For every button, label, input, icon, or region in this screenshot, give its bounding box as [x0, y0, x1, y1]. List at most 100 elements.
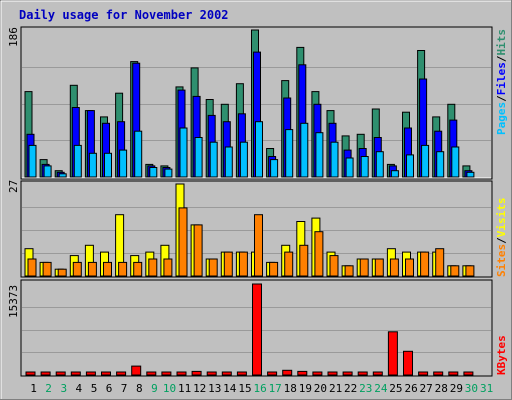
pages-bar-28: [436, 151, 445, 178]
pages-bar-17: [270, 159, 279, 178]
pages-bar-6: [104, 152, 112, 178]
x-label-14: 14: [223, 382, 237, 395]
x-label-25: 25: [389, 382, 402, 395]
kbytes-bar-18: [282, 369, 293, 376]
sites-bar-10: [163, 258, 173, 277]
kbytes-bar-4: [70, 371, 81, 376]
x-label-12: 12: [193, 382, 206, 395]
pages-bar-9: [149, 167, 158, 178]
pages-bar-25: [390, 170, 399, 178]
kbytes-bar-2: [40, 371, 51, 376]
x-label-16: 16: [253, 382, 266, 395]
sites-bar-8: [133, 261, 143, 277]
kbytes-bar-16: [252, 283, 262, 376]
pages-bar-3: [58, 173, 67, 178]
kbytes-bar-22: [342, 371, 353, 376]
pages-bar-21: [330, 141, 339, 178]
legend-sep-1: /: [495, 95, 508, 102]
x-label-23: 23: [359, 382, 372, 395]
pages-bar-13: [209, 141, 218, 178]
kbytes-bar-6: [101, 371, 111, 376]
pages-bar-4: [73, 144, 82, 178]
sites-bar-4: [72, 261, 82, 277]
requests-legend: Pages/Files/Hits: [495, 29, 508, 135]
x-label-11: 11: [178, 382, 191, 395]
sites-bar-9: [148, 258, 158, 277]
bars: [24, 29, 475, 376]
sites-bar-7: [118, 261, 128, 277]
kbytes-bar-28: [433, 371, 444, 376]
kbytes-bar-7: [116, 371, 127, 376]
kbytes-bar-26: [403, 350, 413, 376]
kbytes-bar-14: [221, 371, 232, 376]
kbytes-legend: KBytes: [495, 335, 508, 375]
pages-bar-2: [43, 165, 52, 178]
kbytes-bar-24: [372, 371, 383, 376]
pages-bar-19: [300, 122, 309, 178]
chart-title: Daily usage for November 2002: [19, 8, 229, 22]
legend-visits: Visits: [495, 198, 508, 238]
panel-requests-border: [20, 26, 493, 180]
pages-bar-18: [285, 129, 294, 178]
x-label-20: 20: [314, 382, 327, 395]
sites-bar-17: [269, 261, 279, 277]
kbytes-bar-23: [357, 371, 368, 376]
panel-requests: [20, 26, 493, 180]
sites-bar-3: [57, 268, 67, 277]
x-label-22: 22: [344, 382, 357, 395]
pages-bar-10: [164, 168, 173, 178]
x-label-10: 10: [163, 382, 176, 395]
kbytes-bar-9: [146, 371, 157, 376]
sites-bar-18: [284, 251, 294, 277]
sites-bar-22: [344, 265, 354, 277]
legend-pages: Pages: [495, 102, 508, 135]
x-label-6: 6: [106, 382, 113, 395]
x-label-27: 27: [419, 382, 432, 395]
sites-bar-11: [178, 207, 188, 277]
sites-bar-19: [299, 244, 309, 277]
pages-bar-1: [28, 144, 37, 178]
kbytes-bar-13: [206, 371, 217, 376]
x-label-7: 7: [121, 382, 128, 395]
kbytes-bar-21: [327, 371, 338, 376]
sites-bar-26: [405, 258, 414, 277]
sites-bar-28: [435, 248, 445, 277]
legend-files: Files: [495, 62, 508, 95]
x-label-9: 9: [151, 382, 158, 395]
x-label-24: 24: [374, 382, 388, 395]
kbytes-bar-11: [176, 371, 187, 376]
sites-bar-14: [223, 251, 233, 277]
pages-bar-15: [239, 141, 248, 178]
sites-bar-12: [193, 224, 203, 277]
panel-visits-border: [20, 180, 493, 278]
sites-bar-15: [238, 251, 248, 277]
pages-bar-29: [451, 146, 460, 178]
legend-sites: Sites: [495, 244, 508, 277]
requests-ymax-label: 186: [7, 27, 20, 47]
kbytes-bar-29: [448, 371, 459, 376]
panel-kbytes-border: [20, 279, 493, 377]
sites-bar-20: [314, 231, 324, 277]
pages-bar-11: [179, 127, 188, 178]
x-label-8: 8: [136, 382, 143, 395]
pages-bar-26: [406, 154, 414, 178]
pages-bar-23: [360, 156, 369, 178]
visits-ymax-label: 27: [7, 180, 20, 193]
visits-legend: Sites/Visits: [495, 198, 508, 278]
sites-bar-2: [42, 261, 52, 277]
x-label-21: 21: [329, 382, 342, 395]
x-label-1: 1: [30, 382, 37, 395]
sites-bar-16: [254, 214, 263, 277]
kbytes-bar-20: [312, 371, 323, 376]
kbytes-bar-1: [25, 371, 36, 376]
x-label-3: 3: [60, 382, 67, 395]
pages-bar-27: [421, 144, 430, 178]
kbytes-bar-25: [387, 331, 398, 376]
kbytes-bar-8: [131, 365, 142, 376]
panel-kbytes: [20, 279, 493, 377]
x-label-29: 29: [450, 382, 463, 395]
x-label-5: 5: [91, 382, 98, 395]
sites-bar-29: [450, 265, 460, 277]
x-label-13: 13: [208, 382, 221, 395]
